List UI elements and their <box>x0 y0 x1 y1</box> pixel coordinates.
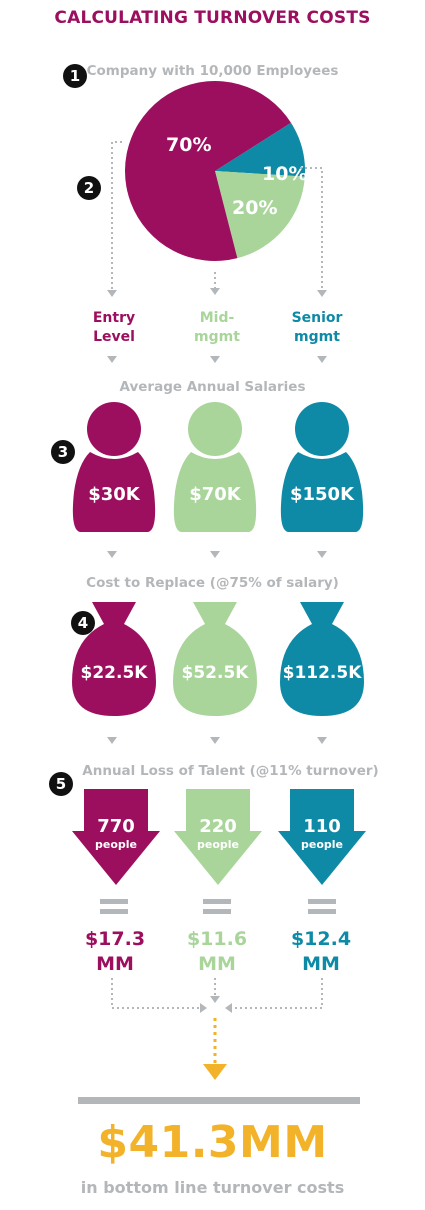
loss-senior-count: 110 <box>303 816 341 837</box>
replace-entry-value: $22.5K <box>80 663 148 683</box>
money-bag-icon <box>280 602 364 716</box>
cost-mid-amount: $11.6 <box>186 928 248 950</box>
page-title: CALCULATING TURNOVER COSTS <box>54 8 371 28</box>
loss-senior-unit: people <box>301 838 343 851</box>
money-bag-icon <box>72 602 156 716</box>
down-arrow-icon <box>210 737 220 744</box>
pie-slice-mid <box>215 171 305 259</box>
pie-label-mid: 20% <box>232 197 278 219</box>
bag-entry-figure: $22.5K <box>68 600 160 730</box>
pie-label-senior: 10% <box>262 163 308 185</box>
loss-heading: Annual Loss of Talent (@11% turnover) <box>82 763 379 779</box>
pie-slice-senior <box>215 122 306 177</box>
level-senior-label: Senior mgmt <box>267 309 367 347</box>
step-3-badge: 3 <box>51 440 75 464</box>
down-arrow-icon <box>174 789 262 885</box>
pie-slice-entry <box>124 81 291 262</box>
person-mid-figure: $70K <box>169 402 261 532</box>
level-mid-line2: mgmt <box>194 329 240 345</box>
down-arrow-icon <box>278 789 366 885</box>
level-mid-line1: Mid- <box>199 310 235 326</box>
down-arrow-icon <box>317 737 327 744</box>
salary-entry-value: $30K <box>88 484 140 505</box>
level-senior-line1: Senior <box>291 310 343 326</box>
money-bag-icon <box>173 602 257 716</box>
salaries-heading: Average Annual Salaries <box>119 379 306 395</box>
loss-mid-arrow: 220 people <box>172 787 264 887</box>
down-arrow-icon <box>107 551 117 558</box>
down-arrow-icon <box>317 551 327 558</box>
down-arrow-icon <box>210 551 220 558</box>
person-icon <box>173 402 257 532</box>
cost-entry-amount: $17.3 <box>84 928 146 950</box>
level-entry-line1: Entry <box>92 310 136 326</box>
total-caption: in bottom line turnover costs <box>80 1178 345 1197</box>
replace-mid-value: $52.5K <box>181 663 249 683</box>
down-arrow-icon <box>72 789 160 885</box>
person-senior-figure: $150K <box>276 402 368 532</box>
loss-mid-unit: people <box>197 838 239 851</box>
cost-mid-unit: MM <box>198 953 236 975</box>
replace-heading: Cost to Replace (@75% of salary) <box>86 575 339 591</box>
level-senior-line2: mgmt <box>294 329 340 345</box>
step-1-badge: 1 <box>63 64 87 88</box>
level-entry-label: Entry Level <box>64 309 164 347</box>
total-cost: $41.3MM <box>97 1117 328 1168</box>
cost-senior-amount: $12.4 <box>290 928 352 950</box>
step-5-badge: 5 <box>49 772 73 796</box>
cost-entry: $17.3 MM <box>60 927 170 977</box>
bag-senior-figure: $112.5K <box>276 600 368 730</box>
cost-senior-unit: MM <box>302 953 340 975</box>
person-entry-figure: $30K <box>68 402 160 532</box>
employee-pie-chart <box>124 81 306 262</box>
equals-icon <box>308 899 336 919</box>
pie-title: Company with 10,000 Employees <box>86 63 339 79</box>
loss-entry-count: 770 <box>97 816 135 837</box>
pie-label-entry: 70% <box>166 134 212 156</box>
step-4-badge: 4 <box>71 611 95 635</box>
equals-icon <box>100 899 128 919</box>
loss-mid-count: 220 <box>199 816 237 837</box>
step-2-badge: 2 <box>77 176 101 200</box>
equals-icon <box>203 899 231 919</box>
salary-senior-value: $150K <box>289 484 355 505</box>
cost-entry-unit: MM <box>96 953 134 975</box>
level-mid-label: Mid- mgmt <box>167 309 267 347</box>
loss-senior-arrow: 110 people <box>276 787 368 887</box>
person-icon <box>280 402 364 532</box>
down-arrow-icon <box>107 356 117 363</box>
loss-entry-unit: people <box>95 838 137 851</box>
replace-senior-value: $112.5K <box>282 663 362 683</box>
down-arrow-icon <box>317 356 327 363</box>
loss-entry-arrow: 770 people <box>70 787 162 887</box>
cost-senior: $12.4 MM <box>266 927 376 977</box>
cost-mid: $11.6 MM <box>162 927 272 977</box>
person-icon <box>72 402 156 532</box>
level-entry-line2: Level <box>93 329 135 345</box>
bag-mid-figure: $52.5K <box>169 600 261 730</box>
salary-mid-value: $70K <box>189 484 241 505</box>
down-arrow-icon <box>107 737 117 744</box>
down-arrow-icon <box>210 356 220 363</box>
